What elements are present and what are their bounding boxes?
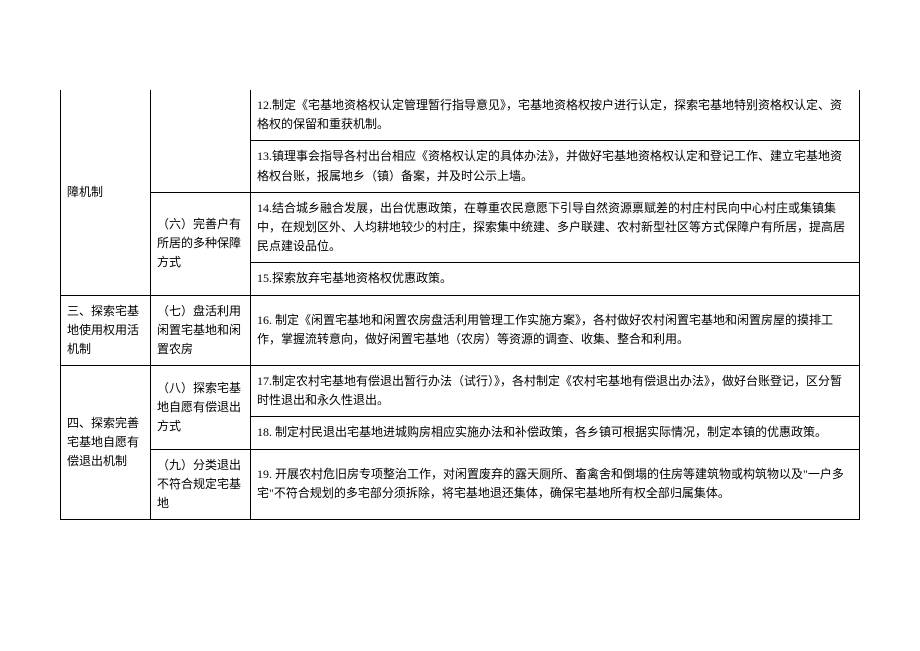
table-row: （九）分类退出不符合规定宅基地 19. 开展农村危旧房专项整治工作，对闲置废弃的… (61, 449, 860, 520)
cell-item-14: 14.结合城乡融合发展，出台优惠政策，在尊重农民意愿下引导自然资源禀赋差的村庄村… (251, 192, 860, 263)
cell-section-3: 三、探索宅基地使用权用活机制 (61, 295, 151, 366)
cell-item-13: 13.镇理事会指导各村出台相应《资格权认定的具体办法》，并做好宅基地资格权认定和… (251, 141, 860, 192)
cell-section-partial: 障机制 (61, 90, 151, 295)
cell-subsection-6: （六）完善户有所居的多种保障方式 (151, 192, 251, 295)
table-row: 障机制 12.制定《宅基地资格权认定管理暂行指导意见》，宅基地资格权按户进行认定… (61, 90, 860, 141)
cell-subsection-empty (151, 90, 251, 192)
table-row: 三、探索宅基地使用权用活机制 （七）盘活利用闲置宅基地和闲置农房 16. 制定《… (61, 295, 860, 366)
cell-item-18: 18. 制定村民退出宅基地进城购房相应实施办法和补偿政策，各乡镇可根据实际情况，… (251, 417, 860, 449)
cell-subsection-7: （七）盘活利用闲置宅基地和闲置农房 (151, 295, 251, 366)
table-row: 四、探索完善宅基地自愿有偿退出机制 （八）探索宅基地自愿有偿退出方式 17.制定… (61, 366, 860, 417)
cell-item-12: 12.制定《宅基地资格权认定管理暂行指导意见》，宅基地资格权按户进行认定，探索宅… (251, 90, 860, 141)
cell-item-17: 17.制定农村宅基地有偿退出暂行办法（试行）》，各村制定《农村宅基地有偿退出办法… (251, 366, 860, 417)
cell-section-4: 四、探索完善宅基地自愿有偿退出机制 (61, 366, 151, 520)
cell-item-15: 15.探索放弃宅基地资格权优惠政策。 (251, 263, 860, 295)
cell-item-16: 16. 制定《闲置宅基地和闲置农房盘活利用管理工作实施方案》，各村做好农村闲置宅… (251, 295, 860, 366)
table-row: （六）完善户有所居的多种保障方式 14.结合城乡融合发展，出台优惠政策，在尊重农… (61, 192, 860, 263)
cell-subsection-8: （八）探索宅基地自愿有偿退出方式 (151, 366, 251, 450)
policy-table: 障机制 12.制定《宅基地资格权认定管理暂行指导意见》，宅基地资格权按户进行认定… (60, 90, 860, 520)
page-container: 障机制 12.制定《宅基地资格权认定管理暂行指导意见》，宅基地资格权按户进行认定… (0, 0, 920, 520)
cell-subsection-9: （九）分类退出不符合规定宅基地 (151, 449, 251, 520)
cell-item-19: 19. 开展农村危旧房专项整治工作，对闲置废弃的露天厕所、畜禽舍和倒塌的住房等建… (251, 449, 860, 520)
